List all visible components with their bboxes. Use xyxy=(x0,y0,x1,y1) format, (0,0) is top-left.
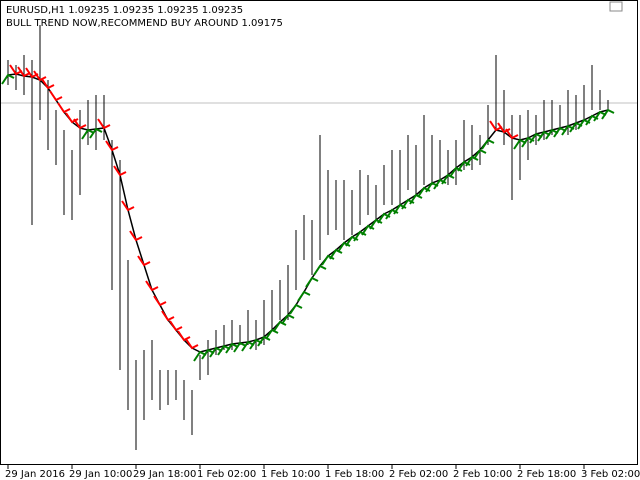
trend-arrow xyxy=(257,335,271,347)
plot-frame xyxy=(0,0,638,465)
trend-arrow xyxy=(129,230,143,242)
chart-icon xyxy=(609,1,623,12)
trend-arrow xyxy=(321,254,335,266)
trend-arrow xyxy=(97,118,111,130)
trend-arrow xyxy=(553,126,567,138)
trend-arrow xyxy=(353,230,367,242)
trend-arrow xyxy=(17,66,31,78)
trend-arrow xyxy=(65,112,79,124)
trend-arrow xyxy=(449,166,463,178)
x-tick-label: 1 Feb 02:00 xyxy=(197,469,256,480)
trend-arrow xyxy=(489,120,503,132)
x-tick-label: 29 Jan 10:00 xyxy=(69,469,132,480)
trend-arrow xyxy=(185,338,199,350)
trend-arrow xyxy=(233,341,247,353)
x-tick-label: 1 Feb 18:00 xyxy=(325,469,384,480)
trend-arrow xyxy=(217,344,231,356)
x-tick-label: 1 Feb 10:00 xyxy=(261,469,320,480)
trend-arrow xyxy=(265,328,279,340)
trend-arrow xyxy=(441,173,455,185)
trend-arrow xyxy=(305,276,319,288)
trend-arrow xyxy=(473,148,487,160)
trend-arrow xyxy=(313,264,327,276)
chart-title: EURUSD,H1 1.09235 1.09235 1.09235 1.0923… xyxy=(6,5,243,16)
trend-arrow xyxy=(169,320,183,332)
trend-arrow xyxy=(601,108,615,120)
trend-arrow xyxy=(273,320,287,332)
trend-arrow xyxy=(537,130,551,142)
trend-arrow xyxy=(137,255,151,267)
trend-arrow xyxy=(81,128,95,140)
trend-arrow xyxy=(513,138,527,150)
trend-arrow xyxy=(105,140,119,152)
trend-arrow xyxy=(497,122,511,134)
x-tick-label: 29 Jan 2016 xyxy=(5,469,65,480)
trend-arrow xyxy=(593,110,607,122)
trend-arrow xyxy=(177,330,191,342)
trend-arrow xyxy=(121,200,135,212)
x-tick-label: 2 Feb 10:00 xyxy=(453,469,512,480)
trend-arrow xyxy=(297,290,311,302)
trend-arrow xyxy=(209,346,223,358)
trend-arrow xyxy=(329,248,343,260)
trend-arrow xyxy=(545,128,559,140)
trend-arrow xyxy=(49,90,63,102)
trend-arrow xyxy=(41,78,55,90)
trend-arrow xyxy=(153,295,167,307)
trend-arrow xyxy=(361,224,375,236)
trend-arrow xyxy=(409,193,423,205)
trend-arrow xyxy=(145,280,159,292)
trend-arrow xyxy=(225,342,239,354)
trend-arrow xyxy=(33,70,47,82)
trend-arrow xyxy=(281,313,295,325)
trend-arrow xyxy=(337,241,351,253)
x-tick-label: 3 Feb 02:00 xyxy=(581,469,640,480)
trend-arrow xyxy=(161,310,175,322)
x-tick-label: 29 Jan 18:00 xyxy=(133,469,196,480)
trend-arrow xyxy=(73,118,87,130)
x-tick-label: 2 Feb 18:00 xyxy=(517,469,576,480)
trend-arrow xyxy=(1,73,15,85)
trend-arrow xyxy=(481,138,495,150)
trend-arrow xyxy=(113,165,127,177)
trend-arrow xyxy=(465,155,479,167)
annotation: BULL TREND NOW,RECOMMEND BUY AROUND 1.09… xyxy=(6,18,283,29)
trend-arrow xyxy=(57,102,71,114)
trend-arrow xyxy=(9,64,23,76)
x-tick-label: 2 Feb 02:00 xyxy=(389,469,448,480)
trend-arrow xyxy=(505,128,519,140)
trend-arrow xyxy=(193,350,207,362)
trend-arrow xyxy=(89,127,103,139)
trend-arrow xyxy=(241,340,255,352)
trend-arrow xyxy=(201,348,215,360)
trend-arrow xyxy=(529,132,543,144)
trend-arrow xyxy=(369,218,383,230)
trend-arrow xyxy=(289,303,303,315)
